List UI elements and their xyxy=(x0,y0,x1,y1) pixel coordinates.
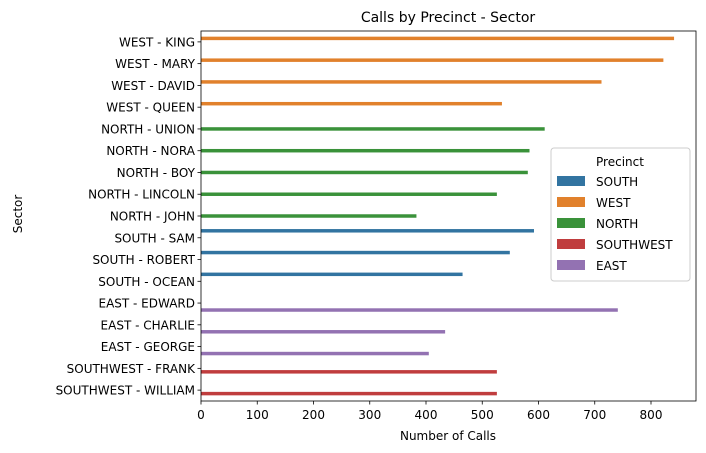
bars-layer xyxy=(201,36,675,396)
y-tick-label: SOUTH - SAM xyxy=(114,231,195,245)
bar-east-charlie-east xyxy=(201,330,446,334)
y-tick-label: WEST - MARY xyxy=(115,57,195,71)
bar-southwest-frank-southwest xyxy=(201,370,497,374)
legend-swatch-southwest xyxy=(557,239,585,249)
x-tick-label: 600 xyxy=(527,408,550,422)
legend-title: Precinct xyxy=(596,155,644,169)
legend-swatch-north xyxy=(557,218,585,228)
bar-southwest-william-southwest xyxy=(201,391,497,396)
x-tick-label: 100 xyxy=(246,408,269,422)
bar-south-ocean-south xyxy=(201,272,463,277)
y-tick-label: NORTH - UNION xyxy=(101,122,195,136)
y-tick-label: SOUTHWEST - WILLIAM xyxy=(56,384,195,398)
y-tick-label: SOUTH - ROBERT xyxy=(92,253,195,267)
legend-label-west: WEST xyxy=(596,196,631,210)
bar-east-edward-east xyxy=(201,308,618,312)
y-tick-label: NORTH - BOY xyxy=(117,166,196,180)
x-tick-label: 400 xyxy=(415,408,438,422)
bar-north-boy-north xyxy=(201,170,528,175)
y-tick-label: EAST - CHARLIE xyxy=(101,318,195,332)
legend-label-north: NORTH xyxy=(596,217,638,231)
legend-label-east: EAST xyxy=(596,259,627,273)
bar-east-george-east xyxy=(201,351,429,356)
y-tick-label: NORTH - LINCOLN xyxy=(88,188,195,202)
y-tick-label: EAST - GEORGE xyxy=(101,340,195,354)
y-tick-label: NORTH - JOHN xyxy=(110,210,195,224)
x-tick-label: 0 xyxy=(197,408,205,422)
bar-west-david-west xyxy=(201,80,602,84)
y-tick-label: EAST - EDWARD xyxy=(98,297,195,311)
bar-north-union-north xyxy=(201,127,545,131)
y-axis-label: Sector xyxy=(11,195,25,234)
legend-box xyxy=(550,147,691,282)
chart-title: Calls by Precinct - Sector xyxy=(361,10,536,26)
y-tick-label: WEST - KING xyxy=(119,35,195,49)
legend-label-south: SOUTH xyxy=(596,175,638,189)
x-tick-label: 300 xyxy=(358,408,381,422)
plot-frame xyxy=(200,30,697,402)
bar-south-sam-south xyxy=(201,229,534,233)
y-tick-label: SOUTH - OCEAN xyxy=(98,275,195,289)
legend-label-southwest: SOUTHWEST xyxy=(596,238,673,252)
legend-swatch-east xyxy=(557,260,585,270)
bar-west-mary-west xyxy=(201,58,664,62)
y-tick-label: WEST - DAVID xyxy=(111,79,195,93)
bar-north-lincoln-north xyxy=(201,192,497,196)
bar-north-nora-north xyxy=(201,148,530,153)
bar-west-king-west xyxy=(201,36,675,41)
legend-swatch-south xyxy=(557,176,585,186)
legend-swatch-west xyxy=(557,197,585,207)
bar-north-john-north xyxy=(201,214,417,218)
y-tick-label: WEST - QUEEN xyxy=(106,101,195,115)
x-tick-label: 500 xyxy=(471,408,494,422)
bar-west-queen-west xyxy=(201,101,502,106)
y-tick-label: NORTH - NORA xyxy=(106,144,195,158)
x-tick-layer: 0 100 200 300 400 500 600 700 800 xyxy=(197,401,662,422)
y-tick-layer: WEST - KING WEST - MARY WEST - DAVID WEST -… xyxy=(56,35,201,398)
x-tick-label: 700 xyxy=(583,408,606,422)
y-tick-label: SOUTHWEST - FRANK xyxy=(67,362,196,376)
x-axis-label: Number of Calls xyxy=(400,429,496,443)
x-tick-label: 200 xyxy=(302,408,325,422)
x-tick-label: 800 xyxy=(640,408,663,422)
bar-south-robert-south xyxy=(201,250,510,255)
